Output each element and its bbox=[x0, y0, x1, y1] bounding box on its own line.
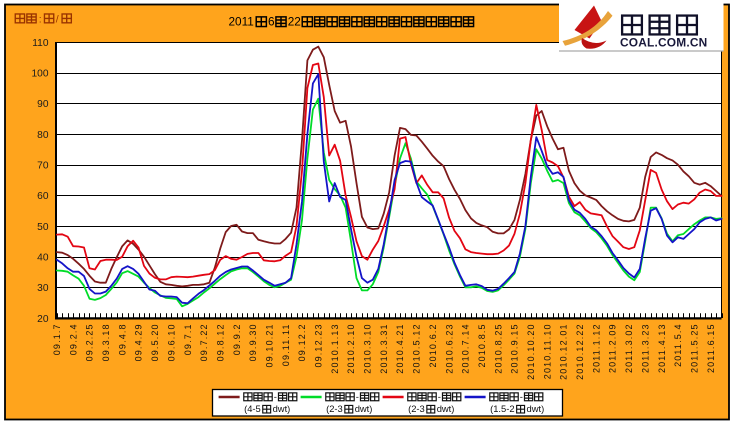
svg-text:2010.8.5: 2010.8.5 bbox=[477, 323, 487, 367]
svg-text:2010.5.12: 2010.5.12 bbox=[412, 323, 422, 373]
svg-text:09.6.10: 09.6.10 bbox=[166, 323, 176, 361]
svg-text:2010.9.15: 2010.9.15 bbox=[510, 323, 520, 373]
svg-text:6: 6 bbox=[268, 14, 275, 28]
svg-text:09.12.23: 09.12.23 bbox=[314, 323, 324, 367]
svg-text:dwt): dwt) bbox=[273, 403, 291, 414]
svg-text:09.4.29: 09.4.29 bbox=[134, 323, 144, 361]
svg-text:09.10.21: 09.10.21 bbox=[265, 323, 275, 367]
svg-text:110: 110 bbox=[32, 38, 49, 49]
svg-text:-: - bbox=[438, 392, 441, 403]
svg-text:22: 22 bbox=[288, 14, 301, 28]
svg-text:09.12.2: 09.12.2 bbox=[297, 323, 307, 361]
svg-text:2011.2.09: 2011.2.09 bbox=[608, 323, 618, 373]
svg-text:09.3.18: 09.3.18 bbox=[101, 323, 111, 361]
svg-text:2010.2.10: 2010.2.10 bbox=[346, 323, 356, 373]
svg-text:2010.3.10: 2010.3.10 bbox=[363, 323, 373, 373]
svg-text:100: 100 bbox=[32, 69, 49, 80]
svg-text:2011.5.25: 2011.5.25 bbox=[690, 323, 700, 373]
svg-text:(4-5: (4-5 bbox=[244, 403, 261, 414]
svg-text:2010.4.21: 2010.4.21 bbox=[395, 323, 405, 373]
svg-text:80: 80 bbox=[37, 130, 49, 141]
svg-text::: : bbox=[39, 13, 42, 25]
svg-text:20: 20 bbox=[37, 314, 49, 325]
svg-text:dwt): dwt) bbox=[355, 403, 373, 414]
svg-text:2011.6.15: 2011.6.15 bbox=[706, 323, 716, 373]
svg-text:09.7.1: 09.7.1 bbox=[183, 323, 193, 355]
svg-text:2010.1.13: 2010.1.13 bbox=[330, 323, 340, 373]
svg-text:40: 40 bbox=[37, 253, 49, 264]
svg-text:(2-3: (2-3 bbox=[326, 403, 343, 414]
svg-text:09.7.22: 09.7.22 bbox=[199, 323, 209, 361]
svg-text:2011.5.4: 2011.5.4 bbox=[673, 323, 683, 367]
svg-text:60: 60 bbox=[37, 191, 49, 202]
svg-text:09.9.2: 09.9.2 bbox=[232, 323, 242, 355]
svg-text:09.11.11: 09.11.11 bbox=[281, 323, 291, 366]
svg-text:09.2.25: 09.2.25 bbox=[85, 323, 95, 361]
svg-text:COAL.COM.CN: COAL.COM.CN bbox=[620, 36, 707, 50]
svg-text:2010.7.14: 2010.7.14 bbox=[461, 323, 471, 373]
svg-text:2011.3.02: 2011.3.02 bbox=[624, 323, 634, 373]
svg-text:2011: 2011 bbox=[229, 14, 254, 28]
svg-text:2010.6.2: 2010.6.2 bbox=[428, 323, 438, 367]
svg-text:2010.11.10: 2010.11.10 bbox=[542, 323, 552, 379]
svg-text:dwt): dwt) bbox=[437, 403, 455, 414]
svg-text:09.1.7: 09.1.7 bbox=[52, 323, 62, 355]
svg-text:70: 70 bbox=[37, 161, 49, 172]
svg-text:90: 90 bbox=[37, 99, 49, 110]
svg-text:2010.6.23: 2010.6.23 bbox=[444, 323, 454, 373]
svg-text:2011.3.23: 2011.3.23 bbox=[640, 323, 650, 373]
svg-text:(1.5-2: (1.5-2 bbox=[490, 403, 514, 414]
svg-text:2010.12.22: 2010.12.22 bbox=[575, 323, 585, 380]
svg-text:2010.12.01: 2010.12.01 bbox=[559, 323, 569, 380]
svg-text:50: 50 bbox=[37, 222, 49, 233]
svg-text:09.9.30: 09.9.30 bbox=[248, 323, 258, 361]
svg-text:-: - bbox=[356, 392, 359, 403]
svg-text:2010.8.25: 2010.8.25 bbox=[493, 323, 503, 373]
svg-text:2010.10.20: 2010.10.20 bbox=[526, 323, 536, 380]
svg-text:2010.3.31: 2010.3.31 bbox=[379, 323, 389, 373]
svg-text:dwt): dwt) bbox=[527, 403, 545, 414]
svg-text:09.4.8: 09.4.8 bbox=[117, 323, 127, 355]
svg-text:-: - bbox=[520, 392, 523, 403]
svg-text:(2-3: (2-3 bbox=[408, 403, 425, 414]
svg-text:/: / bbox=[56, 14, 59, 26]
svg-text:2011.4.13: 2011.4.13 bbox=[657, 323, 667, 373]
svg-text:-: - bbox=[274, 392, 277, 403]
svg-text:09.5.20: 09.5.20 bbox=[150, 323, 160, 361]
svg-text:2011.1.12: 2011.1.12 bbox=[591, 323, 601, 373]
svg-text:09.8.12: 09.8.12 bbox=[216, 323, 226, 361]
svg-text:09.2.4: 09.2.4 bbox=[68, 323, 78, 355]
svg-text:30: 30 bbox=[37, 283, 49, 294]
